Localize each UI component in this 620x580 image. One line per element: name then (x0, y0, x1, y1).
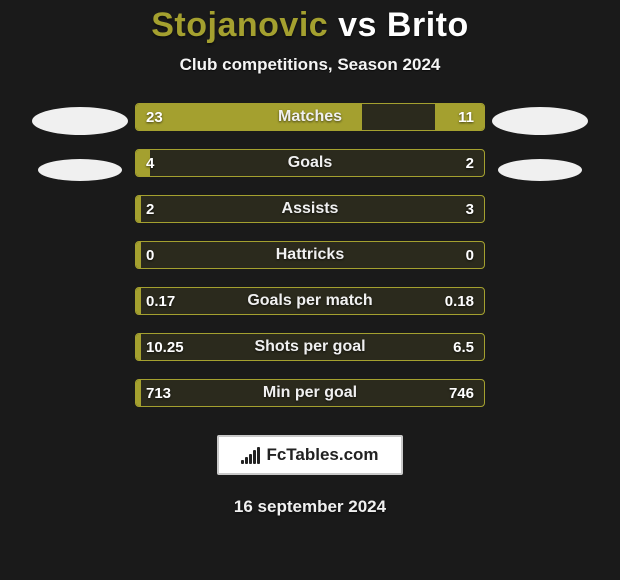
player2-name: Brito (387, 6, 469, 44)
site-logo: FcTables.com (217, 435, 402, 475)
stat-row: 23Matches11 (135, 103, 485, 131)
stat-label: Shots per goal (136, 338, 484, 356)
stat-row: 4Goals2 (135, 149, 485, 177)
bar-left (136, 104, 362, 130)
bar-chart-icon (241, 447, 260, 464)
player2-avatar (492, 107, 588, 135)
subtitle: Club competitions, Season 2024 (180, 55, 441, 75)
stat-row: 0.17Goals per match0.18 (135, 287, 485, 315)
bar-left (136, 196, 141, 222)
stat-value-right: 0 (466, 247, 474, 264)
player1-name: Stojanovic (151, 6, 328, 44)
stat-value-left: 0.17 (146, 293, 175, 310)
stat-row: 0Hattricks0 (135, 241, 485, 269)
stat-row: 2Assists3 (135, 195, 485, 223)
stat-value-left: 0 (146, 247, 154, 264)
bar-left (136, 334, 141, 360)
bar-right (435, 104, 484, 130)
bar-left (136, 242, 141, 268)
date-label: 16 september 2024 (234, 497, 386, 517)
stat-value-left: 713 (146, 385, 171, 402)
stat-value-right: 3 (466, 201, 474, 218)
avatar-col-right (485, 103, 595, 205)
stat-value-left: 10.25 (146, 339, 184, 356)
stat-value-left: 2 (146, 201, 154, 218)
stat-row: 10.25Shots per goal6.5 (135, 333, 485, 361)
bar-left (136, 288, 141, 314)
site-logo-text: FcTables.com (266, 445, 378, 465)
stat-label: Goals (136, 154, 484, 172)
player1-avatar (32, 107, 128, 135)
stat-value-right: 2 (466, 155, 474, 172)
stat-value-right: 746 (449, 385, 474, 402)
infographic-container: Stojanovic vs Brito Club competitions, S… (0, 0, 620, 580)
stats-panel: 23Matches114Goals22Assists30Hattricks00.… (135, 103, 485, 407)
stat-value-right: 0.18 (445, 293, 474, 310)
bar-left (136, 380, 141, 406)
player1-team-logo (38, 159, 122, 181)
avatar-col-left (25, 103, 135, 205)
stat-label: Hattricks (136, 246, 484, 264)
stat-label: Goals per match (136, 292, 484, 310)
stat-label: Assists (136, 200, 484, 218)
page-title: Stojanovic vs Brito (151, 6, 469, 45)
stat-label: Min per goal (136, 384, 484, 402)
stat-value-right: 6.5 (453, 339, 474, 356)
stat-row: 713Min per goal746 (135, 379, 485, 407)
bar-left (136, 150, 150, 176)
vs-label: vs (338, 6, 377, 44)
main-area: 23Matches114Goals22Assists30Hattricks00.… (0, 103, 620, 407)
player2-team-logo (498, 159, 582, 181)
